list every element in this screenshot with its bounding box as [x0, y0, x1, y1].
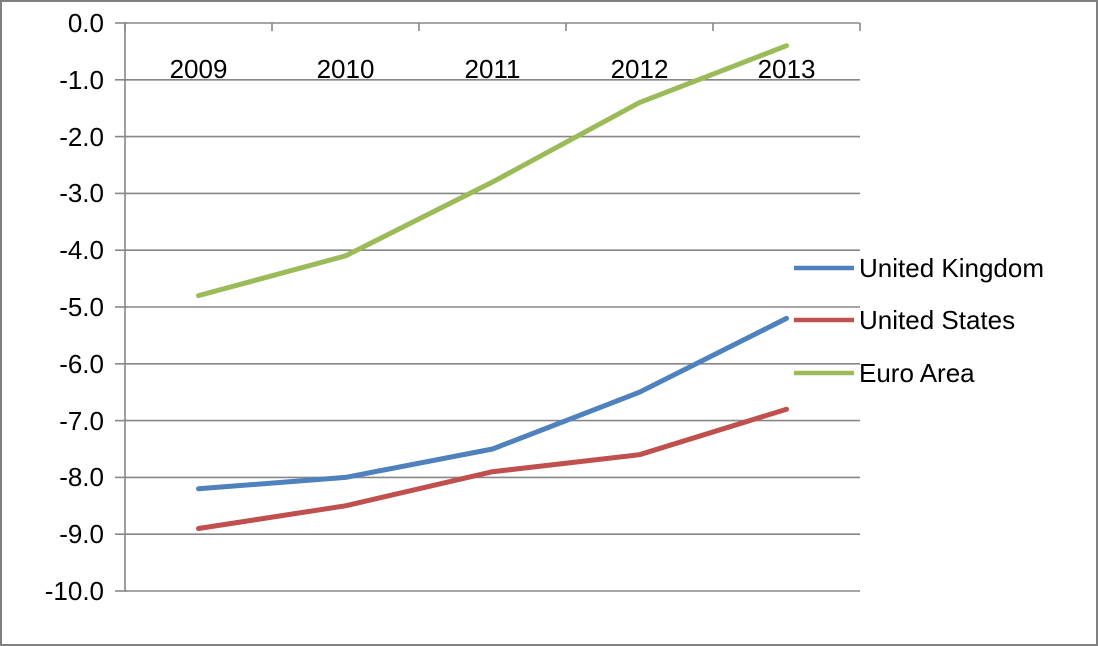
y-tick-label: -7.0 [59, 405, 104, 436]
series-line-united-states [196, 406, 789, 532]
x-tick-label: 2010 [316, 54, 375, 84]
y-tick-label: 0.0 [67, 8, 104, 38]
x-tick-label: 2011 [464, 54, 521, 84]
x-tick-label: 2012 [610, 54, 669, 84]
y-tick-label: -5.0 [59, 292, 104, 322]
x-tick-label: 2009 [169, 54, 228, 84]
series-line-united-kingdom [196, 315, 789, 492]
y-tick-label: -10.0 [44, 576, 104, 606]
y-tick-label: -4.0 [59, 235, 104, 266]
y-tick-label: -1.0 [59, 64, 104, 95]
y-tick-label: -6.0 [59, 348, 104, 379]
x-tick-label: 2013 [757, 54, 816, 84]
y-tick-label: -2.0 [59, 121, 104, 152]
y-tick-label: -9.0 [59, 519, 104, 550]
y-tick-label: -8.0 [59, 462, 104, 493]
series-line-euro-area [196, 43, 789, 299]
y-tick-label: -3.0 [59, 178, 104, 209]
